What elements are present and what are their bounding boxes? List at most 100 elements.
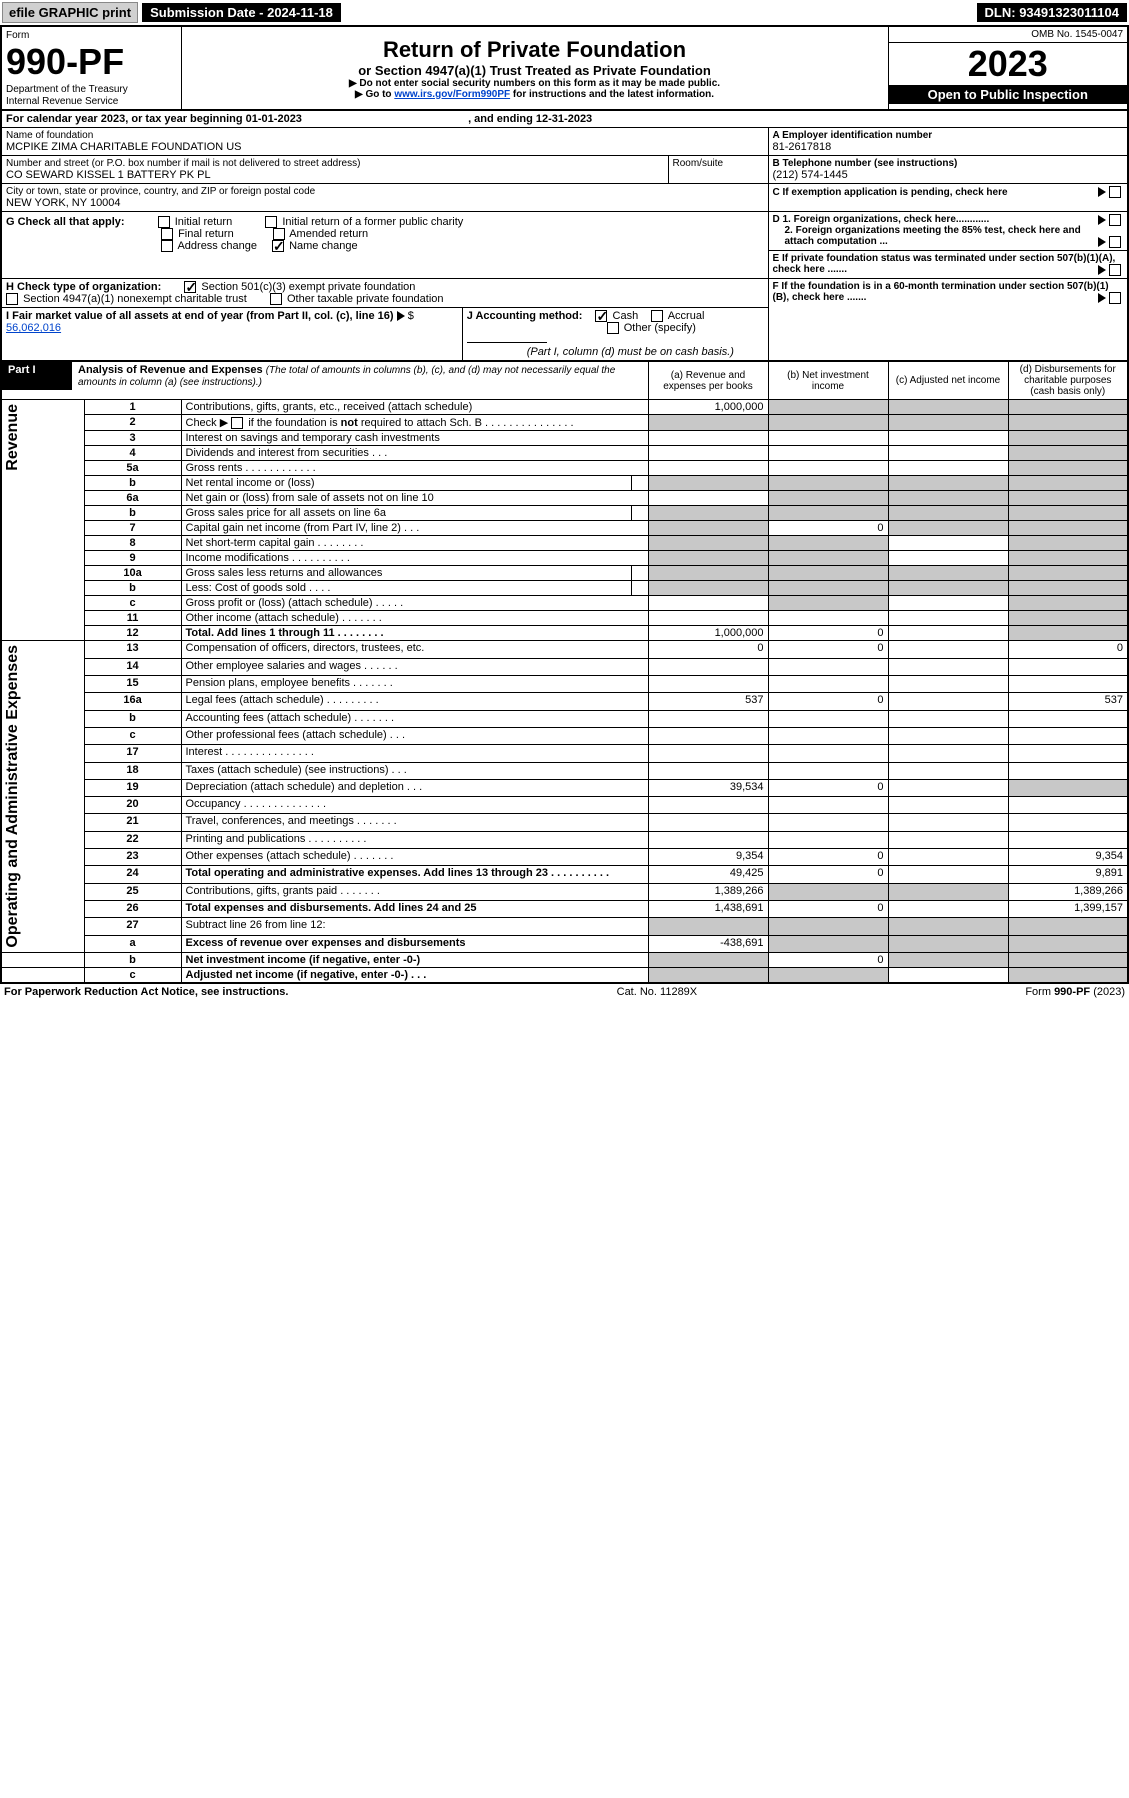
initial-former-label: Initial return of a former public charit…: [282, 216, 463, 228]
l23-d: 9,354: [1008, 849, 1128, 866]
line-num: 7: [84, 521, 181, 536]
arrow-icon: [1098, 293, 1106, 303]
calyear-mid: , and ending: [468, 113, 536, 125]
l7-b: 0: [768, 521, 888, 536]
line-num: 15: [84, 676, 181, 693]
h1-checkbox[interactable]: [184, 281, 196, 293]
g-label: G Check all that apply:: [6, 216, 125, 228]
line-9: Income modifications . . . . . . . . . .: [181, 551, 648, 566]
other-label: Other (specify): [624, 322, 696, 334]
addrchg-checkbox[interactable]: [161, 240, 173, 252]
l19-a: 39,534: [648, 779, 768, 796]
initial-return-checkbox[interactable]: [158, 216, 170, 228]
line-16c: Other professional fees (attach schedule…: [181, 727, 648, 744]
l19-b: 0: [768, 779, 888, 796]
form990pf-link[interactable]: www.irs.gov/Form990PF: [394, 89, 510, 100]
note2-pre: ▶ Go to: [355, 89, 394, 100]
dln: DLN: 93491323011104: [977, 3, 1127, 22]
efile-print-button[interactable]: efile GRAPHIC print: [2, 2, 138, 23]
line-num: 20: [84, 797, 181, 814]
cash-label: Cash: [613, 310, 639, 322]
final-return-checkbox[interactable]: [161, 228, 173, 240]
line-21: Travel, conferences, and meetings . . . …: [181, 814, 648, 831]
line-num: b: [84, 506, 181, 521]
name-label: Name of foundation: [6, 130, 764, 141]
other-checkbox[interactable]: [607, 322, 619, 334]
footer-left: For Paperwork Reduction Act Notice, see …: [4, 986, 288, 998]
line-num: 23: [84, 849, 181, 866]
line-27: Subtract line 26 from line 12:: [181, 918, 648, 935]
line-4: Dividends and interest from securities .…: [181, 446, 648, 461]
l25-d: 1,389,266: [1008, 883, 1128, 900]
line-25: Contributions, gifts, grants paid . . . …: [181, 883, 648, 900]
initial-former-checkbox[interactable]: [265, 216, 277, 228]
form-label: Form: [6, 30, 29, 41]
line-24: Total operating and administrative expen…: [181, 866, 648, 883]
line-11: Other income (attach schedule) . . . . .…: [181, 611, 648, 626]
part1-title: Analysis of Revenue and Expenses: [78, 364, 263, 376]
h2-checkbox[interactable]: [6, 293, 18, 305]
f-checkbox[interactable]: [1109, 292, 1121, 304]
col-a-hdr: (a) Revenue and expenses per books: [648, 361, 768, 400]
foundation-name: MCPIKE ZIMA CHARITABLE FOUNDATION US: [6, 141, 764, 153]
line-19: Depreciation (attach schedule) and deple…: [181, 779, 648, 796]
col-c-hdr: (c) Adjusted net income: [888, 361, 1008, 400]
e-checkbox[interactable]: [1109, 264, 1121, 276]
line-10b: Less: Cost of goods sold . . . .: [181, 581, 631, 596]
line-18: Taxes (attach schedule) (see instruction…: [181, 762, 648, 779]
note2-post: for instructions and the latest informat…: [510, 89, 714, 100]
amended-label: Amended return: [289, 228, 368, 240]
fmv-link[interactable]: 56,062,016: [6, 322, 61, 334]
addrchg-label: Address change: [177, 240, 257, 252]
namechg-checkbox[interactable]: [272, 240, 284, 252]
l1-a: 1,000,000: [648, 400, 768, 415]
line-num: 5a: [84, 461, 181, 476]
line-6a: Net gain or (loss) from sale of assets n…: [181, 491, 648, 506]
schB-checkbox[interactable]: [231, 417, 243, 429]
line-num: c: [84, 968, 181, 984]
l24-b: 0: [768, 866, 888, 883]
l13-d: 0: [1008, 641, 1128, 658]
accrual-label: Accrual: [668, 310, 705, 322]
irs-label: Internal Revenue Service: [6, 96, 118, 107]
line-num: 3: [84, 431, 181, 446]
d2-checkbox[interactable]: [1109, 236, 1121, 248]
form-title: Return of Private Foundation: [186, 37, 884, 63]
line-12: Total. Add lines 1 through 11 . . . . . …: [181, 626, 648, 641]
d2-label: 2. Foreign organizations meeting the 85%…: [773, 225, 1124, 247]
d1-checkbox[interactable]: [1109, 214, 1121, 226]
line-15: Pension plans, employee benefits . . . .…: [181, 676, 648, 693]
l24-d: 9,891: [1008, 866, 1128, 883]
c-checkbox[interactable]: [1109, 186, 1121, 198]
line-10c: Gross profit or (loss) (attach schedule)…: [181, 596, 648, 611]
line-17: Interest . . . . . . . . . . . . . . .: [181, 745, 648, 762]
h3-checkbox[interactable]: [270, 293, 282, 305]
line-num: 24: [84, 866, 181, 883]
calyear-pre: For calendar year 2023, or tax year begi…: [6, 113, 246, 125]
accrual-checkbox[interactable]: [651, 310, 663, 322]
line-20: Occupancy . . . . . . . . . . . . . .: [181, 797, 648, 814]
arrow-icon: [1098, 187, 1106, 197]
line-num: c: [84, 727, 181, 744]
line-10a: Gross sales less returns and allowances: [181, 566, 631, 581]
line-num: b: [84, 953, 181, 968]
l12-b: 0: [768, 626, 888, 641]
l26-b: 0: [768, 900, 888, 917]
part1-badge: Part I: [2, 362, 72, 390]
line-num: 16a: [84, 693, 181, 710]
calyear-begin: 01-01-2023: [246, 113, 302, 125]
l24-a: 49,425: [648, 866, 768, 883]
line-23: Other expenses (attach schedule) . . . .…: [181, 849, 648, 866]
line-num: 22: [84, 831, 181, 848]
line-27c: Adjusted net income (if negative, enter …: [181, 968, 648, 984]
addr-label: Number and street (or P.O. box number if…: [6, 158, 664, 169]
line-16b: Accounting fees (attach schedule) . . . …: [181, 710, 648, 727]
line-27b: Net investment income (if negative, ente…: [181, 953, 648, 968]
line-num: 11: [84, 611, 181, 626]
e-label: E If private foundation status was termi…: [773, 253, 1116, 275]
l23-b: 0: [768, 849, 888, 866]
line-num: 17: [84, 745, 181, 762]
l16a-b: 0: [768, 693, 888, 710]
cash-checkbox[interactable]: [595, 310, 607, 322]
h1-label: Section 501(c)(3) exempt private foundat…: [201, 281, 415, 293]
